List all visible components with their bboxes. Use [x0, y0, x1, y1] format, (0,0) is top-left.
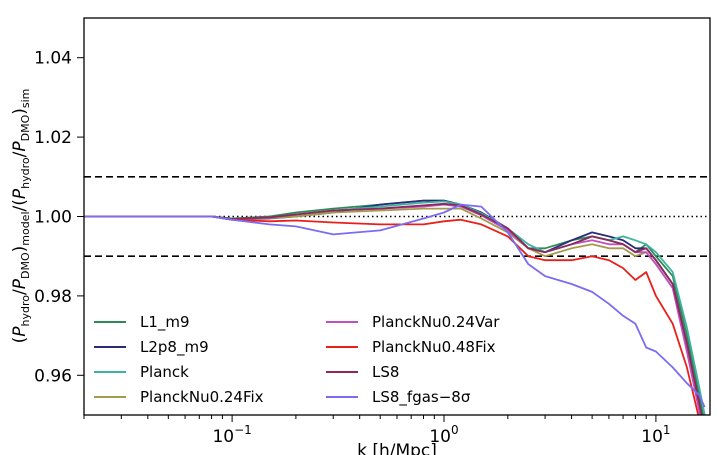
- legend-label: L1_m9: [140, 313, 190, 332]
- legend-label: LS8_fgas−8σ: [372, 388, 471, 407]
- y-axis-label: (Phydro/PDMO)model/(Phydro/PDMO)sim: [10, 89, 32, 344]
- legend-label: PlanckNu0.24Fix: [140, 388, 264, 406]
- series-line-3: [84, 200, 706, 415]
- x-axis-ticks: 10−1 100 101: [83, 415, 671, 447]
- series-lines: [84, 199, 706, 415]
- x-tick-label: 101: [641, 423, 670, 447]
- legend-label: Planck: [140, 363, 189, 381]
- y-axis-ticks: 0.96 0.98 1.00 1.02 1.04: [34, 49, 84, 386]
- series-line-7: [84, 202, 703, 415]
- legend-label: LS8: [372, 363, 399, 381]
- x-tick-label: 100: [429, 423, 458, 447]
- y-tick-label: 1.00: [34, 208, 72, 228]
- y-tick-label: 1.04: [34, 49, 72, 69]
- x-tick-label: 10−1: [212, 423, 251, 447]
- y-tick-label: 0.98: [34, 287, 72, 307]
- legend-label: PlanckNu0.24Var: [372, 313, 500, 331]
- legend-label: L2p8_m9: [140, 338, 209, 357]
- plot-frame: [83, 17, 711, 416]
- y-tick-label: 0.96: [34, 366, 72, 386]
- legend-label: PlanckNu0.48Fix: [372, 338, 496, 356]
- series-line-8: [84, 203, 706, 408]
- x-axis-label: k [h/Mpc]: [357, 441, 437, 455]
- y-tick-label: 1.02: [34, 128, 72, 148]
- legend: L1_m9 L2p8_m9 Planck PlanckNu0.24Fix PlanckN…: [94, 313, 500, 407]
- series-line-6: [84, 215, 700, 415]
